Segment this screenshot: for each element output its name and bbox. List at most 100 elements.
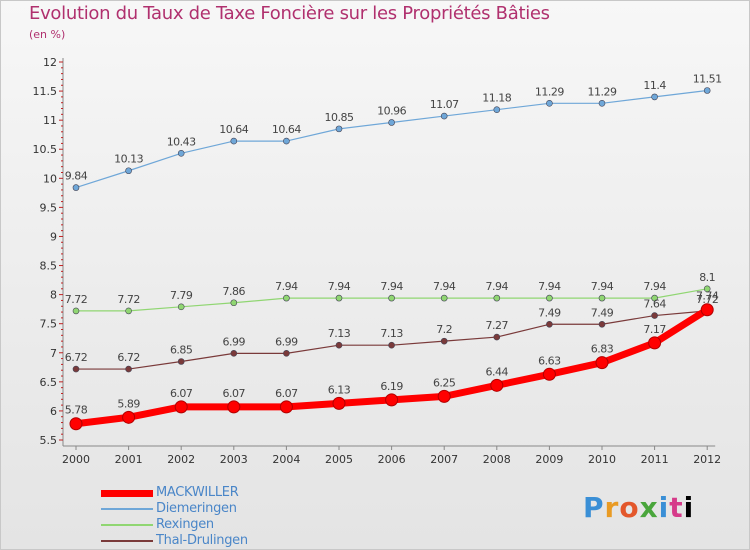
data-label: 6.07 <box>170 387 193 400</box>
data-point <box>493 294 501 302</box>
x-tick-label: 2011 <box>641 453 669 466</box>
axes: 5.5 6 6.5 7 7.5 8 8.5 9 9.5 10 10.5 11 11.5 12 2000 200… <box>33 56 722 466</box>
data-label: 6.99 <box>275 335 298 348</box>
data-label: 7.49 <box>538 306 561 319</box>
data-label: 6.85 <box>170 343 193 356</box>
data-point <box>125 167 132 175</box>
y-tick-label: 10.5 <box>33 143 58 156</box>
data-label: 7.94 <box>380 280 403 293</box>
data-label: 7.13 <box>328 327 351 340</box>
data-label: 7.94 <box>591 280 614 293</box>
data-label: 7.72 <box>696 293 719 306</box>
x-tick-label: 2001 <box>115 453 143 466</box>
data-label: 7.79 <box>170 289 193 302</box>
data-label: 7.94 <box>275 280 298 293</box>
legend-swatch <box>101 524 153 526</box>
data-label: 11.51 <box>693 72 722 85</box>
data-point <box>490 378 504 392</box>
data-label: 5.78 <box>65 404 88 417</box>
data-point <box>72 307 80 315</box>
y-tick-label: 6 <box>50 405 57 418</box>
data-label: 7.94 <box>538 280 561 293</box>
data-label: 7.72 <box>65 293 88 306</box>
data-point <box>385 393 399 407</box>
y-tick-label: 7.5 <box>40 318 58 331</box>
series-lines <box>69 87 714 431</box>
data-label: 6.13 <box>328 383 351 396</box>
y-tick-label: 9.5 <box>40 201 58 214</box>
data-label: 7.17 <box>643 323 666 336</box>
data-label: 7.94 <box>486 280 509 293</box>
logo-letter: o <box>619 491 640 524</box>
data-label: 7.86 <box>223 285 246 298</box>
data-point <box>279 400 293 414</box>
data-point <box>125 307 132 315</box>
data-label: 6.72 <box>117 351 140 364</box>
data-point <box>283 350 290 357</box>
data-label: 6.19 <box>380 380 403 393</box>
data-point <box>440 337 448 345</box>
data-label: 7.13 <box>380 327 403 340</box>
logo-letter: x <box>639 491 659 524</box>
data-label: 6.25 <box>433 376 456 389</box>
data-label: 11.18 <box>482 92 511 105</box>
data-label: 7.49 <box>591 306 614 319</box>
x-tick-label: 2007 <box>430 453 458 466</box>
y-tick-label: 9 <box>50 230 57 243</box>
data-point <box>177 358 185 365</box>
data-point <box>69 417 83 431</box>
data-label: 6.07 <box>275 387 298 400</box>
logo-letter: i <box>683 491 695 524</box>
data-point <box>546 320 553 328</box>
data-label: 9.84 <box>65 170 88 183</box>
data-label: 11.29 <box>588 85 617 98</box>
data-point <box>335 341 343 349</box>
data-point <box>388 119 395 126</box>
y-tick-label: 6.5 <box>40 376 58 389</box>
data-point <box>651 294 658 302</box>
data-label: 7.94 <box>328 280 351 293</box>
legend-label: MACKWILLER <box>156 485 239 500</box>
data-label: 7.72 <box>117 293 140 306</box>
logo-letter: i <box>658 491 670 524</box>
data-point <box>493 333 501 341</box>
data-label: 10.13 <box>114 153 143 166</box>
data-label: 6.72 <box>65 351 88 364</box>
data-point <box>125 365 132 373</box>
data-point <box>598 99 606 107</box>
data-label: 7.74 <box>696 290 719 303</box>
legend-swatch <box>101 540 153 542</box>
data-point <box>177 303 185 311</box>
data-point <box>72 365 80 373</box>
data-point <box>388 294 395 302</box>
legend-swatch <box>101 508 153 510</box>
data-label: 6.44 <box>486 365 509 378</box>
y-tick-label: 8 <box>50 289 57 302</box>
x-tick-label: 2008 <box>483 453 511 466</box>
data-label: 10.96 <box>377 104 406 117</box>
data-point <box>651 312 658 319</box>
data-point <box>230 299 238 307</box>
y-tick-label: 5.5 <box>40 434 58 447</box>
data-point <box>440 294 448 302</box>
data-label: 11.07 <box>430 98 459 111</box>
y-tick-label: 12 <box>43 56 57 69</box>
data-label: 10.43 <box>167 135 196 148</box>
data-point <box>174 400 188 414</box>
data-point <box>700 303 714 317</box>
data-label: 7.2 <box>436 323 452 336</box>
data-label: 5.89 <box>117 397 140 410</box>
legend-label: Diemeringen <box>156 501 237 516</box>
x-tick-label: 2006 <box>378 453 406 466</box>
data-label: 7.27 <box>486 319 509 332</box>
data-point <box>388 341 395 349</box>
data-point <box>335 125 343 133</box>
data-point <box>230 137 238 145</box>
legend-label: Rexingen <box>156 517 214 532</box>
data-point <box>440 112 448 120</box>
data-label: 10.64 <box>219 123 248 136</box>
data-point <box>283 294 290 302</box>
data-label: 7.64 <box>643 298 666 311</box>
unit-note: (en %) <box>29 28 66 41</box>
